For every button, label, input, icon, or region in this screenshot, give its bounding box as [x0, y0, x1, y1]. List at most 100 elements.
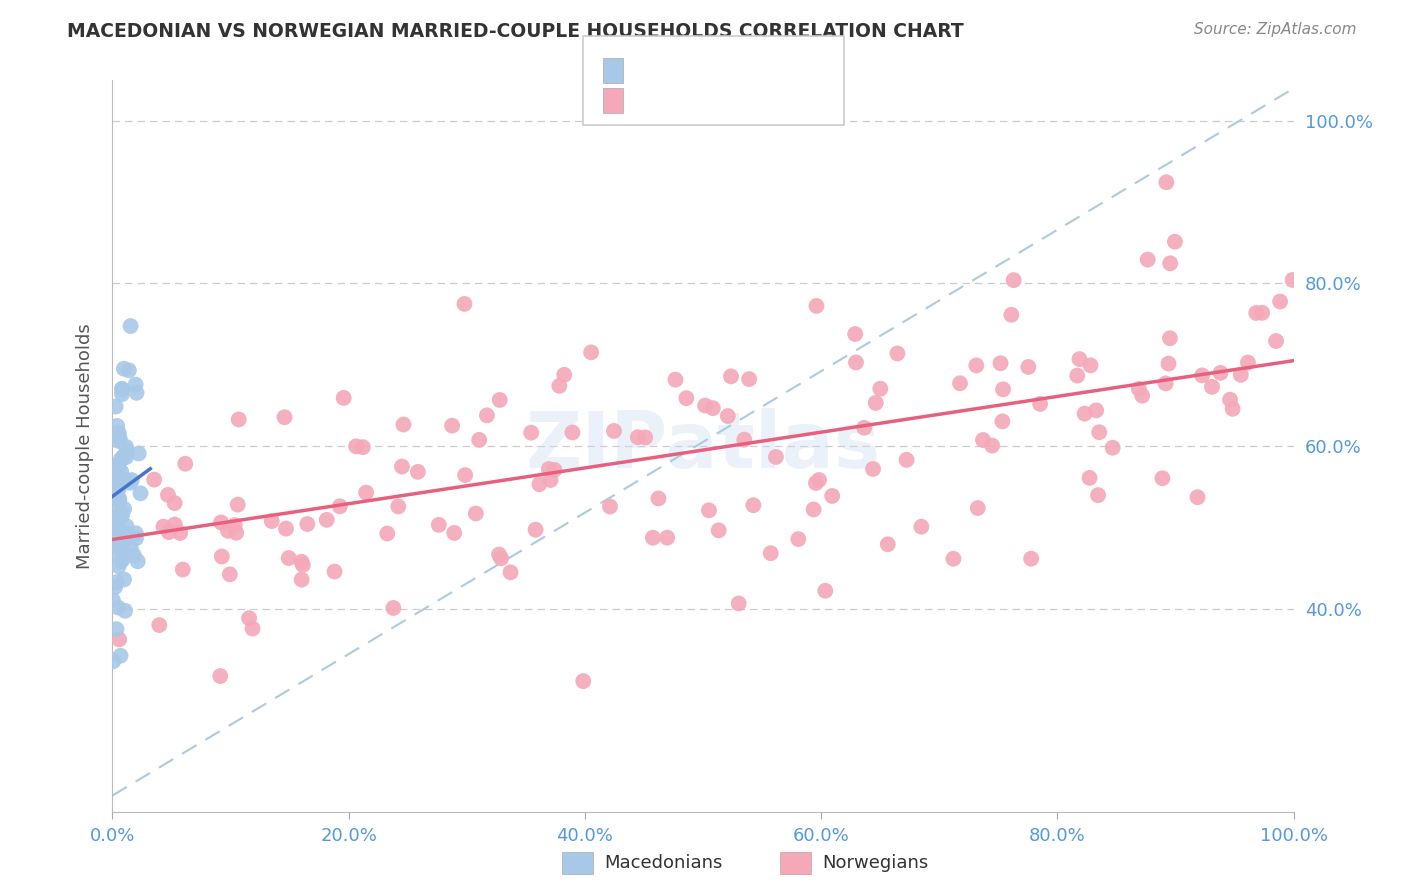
Point — [108, 473, 131, 487]
Point — [869, 382, 891, 396]
Point — [115, 526, 138, 541]
Point — [104, 533, 127, 547]
Point — [1191, 368, 1213, 383]
Point — [468, 433, 491, 447]
Point — [475, 409, 498, 423]
Point — [127, 554, 149, 568]
Point — [112, 528, 135, 542]
Point — [225, 525, 247, 540]
Point — [603, 424, 626, 438]
Text: Norwegians: Norwegians — [823, 854, 929, 871]
Point — [489, 551, 512, 566]
Point — [1187, 490, 1209, 504]
Point — [115, 473, 138, 487]
Point — [108, 632, 131, 647]
Point — [441, 418, 464, 433]
Point — [344, 439, 367, 453]
Point — [172, 563, 194, 577]
Point — [1265, 334, 1288, 348]
Point — [657, 531, 679, 545]
Y-axis label: Married-couple Households: Married-couple Households — [76, 323, 94, 569]
Point — [129, 486, 152, 500]
Point — [1251, 306, 1274, 320]
Point — [115, 450, 138, 465]
Point — [548, 379, 571, 393]
Point — [1128, 382, 1150, 396]
Point — [965, 359, 987, 373]
Text: N =: N = — [725, 87, 769, 106]
Point — [821, 489, 844, 503]
Point — [537, 462, 560, 476]
Point — [112, 450, 135, 464]
Point — [1201, 380, 1223, 394]
Point — [112, 361, 135, 376]
Point — [1230, 368, 1253, 382]
Point — [742, 498, 765, 512]
Point — [273, 410, 295, 425]
Point — [163, 496, 186, 510]
Point — [1209, 366, 1232, 380]
Point — [759, 546, 782, 560]
Point — [464, 507, 486, 521]
Point — [111, 535, 134, 549]
Text: Source: ZipAtlas.com: Source: ZipAtlas.com — [1194, 22, 1357, 37]
Point — [107, 482, 129, 496]
Text: 0.446: 0.446 — [673, 87, 735, 106]
Point — [118, 363, 141, 377]
Point — [787, 532, 810, 546]
Point — [1154, 376, 1177, 391]
Point — [524, 523, 547, 537]
Point — [332, 391, 354, 405]
Point — [103, 654, 125, 668]
Point — [1017, 359, 1039, 374]
Point — [972, 433, 994, 447]
Point — [1080, 359, 1102, 373]
Point — [387, 500, 409, 514]
Point — [111, 382, 134, 396]
Point — [107, 547, 129, 561]
Point — [765, 450, 787, 464]
Point — [104, 511, 127, 525]
Point — [104, 400, 127, 414]
Point — [352, 440, 374, 454]
Point — [217, 524, 239, 538]
Point — [876, 537, 898, 551]
Point — [553, 368, 575, 382]
Point — [1000, 308, 1022, 322]
Point — [1281, 273, 1303, 287]
Point — [717, 409, 740, 423]
Point — [105, 622, 128, 636]
Point — [738, 372, 761, 386]
Point — [110, 648, 132, 663]
Point — [112, 501, 135, 516]
Point — [107, 522, 129, 536]
Point — [104, 580, 127, 594]
Point — [107, 459, 129, 474]
Point — [1156, 175, 1178, 189]
Point — [105, 418, 128, 433]
Point — [107, 458, 129, 473]
Point — [125, 526, 148, 541]
Point — [103, 488, 125, 502]
Point — [156, 488, 179, 502]
Point — [1073, 407, 1095, 421]
Point — [128, 446, 150, 460]
Point — [627, 430, 650, 444]
Point — [1152, 471, 1174, 485]
Text: 150: 150 — [761, 87, 801, 106]
Point — [1002, 273, 1025, 287]
Point — [1069, 352, 1091, 367]
Point — [844, 326, 866, 341]
Point — [862, 462, 884, 476]
Text: N =: N = — [725, 56, 769, 76]
Text: R =: R = — [634, 87, 676, 106]
Point — [1087, 488, 1109, 502]
Point — [727, 597, 749, 611]
Point — [561, 425, 583, 440]
Point — [107, 434, 129, 448]
Point — [499, 566, 522, 580]
Point — [120, 475, 142, 490]
Point — [427, 517, 450, 532]
Point — [949, 376, 972, 391]
Point — [290, 555, 312, 569]
